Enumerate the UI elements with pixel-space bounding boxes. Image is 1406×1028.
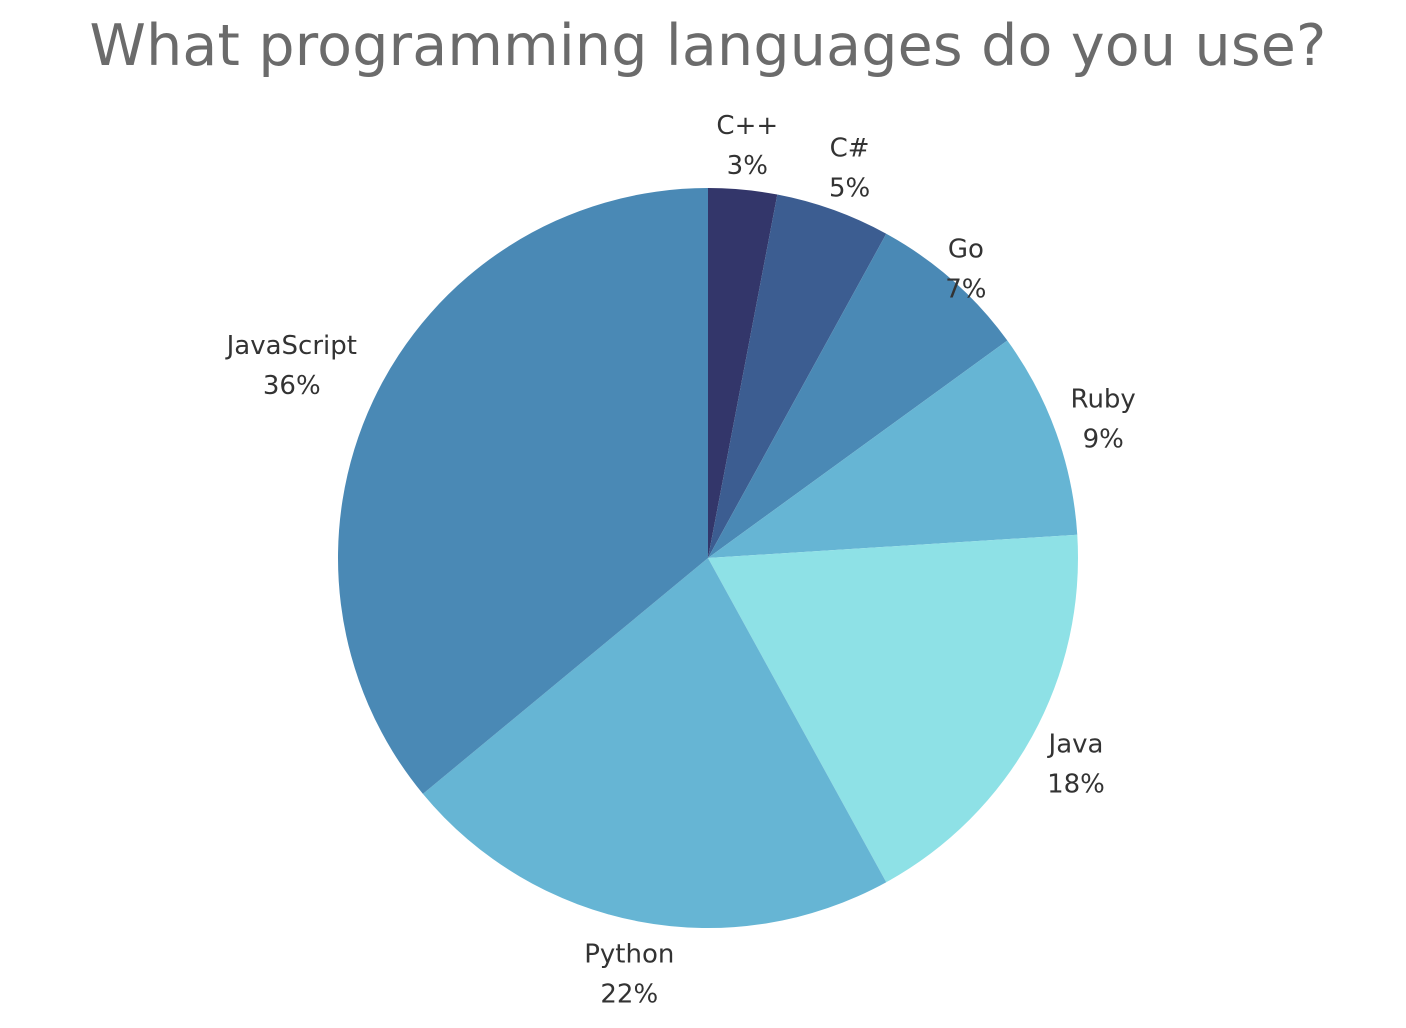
- chart-title: What programming languages do you use?: [89, 13, 1327, 79]
- pie-labels: C++ 3% C# 5% Go 7% Ruby 9% Java 18% Python 22% JavaS…: [225, 111, 1136, 1010]
- slice-label-javascript: JavaScript: [225, 331, 357, 361]
- slice-percent-go: 7%: [945, 275, 986, 305]
- slice-percent-ruby: 9%: [1083, 425, 1124, 455]
- slice-label-go: Go: [948, 235, 984, 265]
- slice-percent-javascript: 36%: [263, 371, 321, 401]
- pie-slice-cplusplus: [708, 188, 778, 558]
- slice-percent-java: 18%: [1047, 769, 1105, 799]
- pie-slice-ruby: [708, 340, 1078, 558]
- slice-label-csharp: C#: [830, 134, 870, 164]
- slice-label-java: Java: [1047, 729, 1104, 759]
- pie-slice-javascript: [337, 188, 708, 794]
- pie-slice-csharp: [708, 194, 887, 559]
- pie-slices: [337, 188, 1078, 928]
- slice-percent-csharp: 5%: [829, 174, 870, 204]
- pie-slice-java: [708, 534, 1078, 883]
- slice-percent-python: 22%: [600, 980, 658, 1010]
- slice-label-python: Python: [584, 940, 674, 970]
- slice-label-ruby: Ruby: [1071, 385, 1136, 415]
- slice-label-cplusplus: C++: [716, 111, 778, 141]
- slice-percent-cplusplus: 3%: [727, 151, 768, 181]
- pie-slice-go: [708, 233, 1008, 558]
- pie-slice-python: [422, 558, 887, 928]
